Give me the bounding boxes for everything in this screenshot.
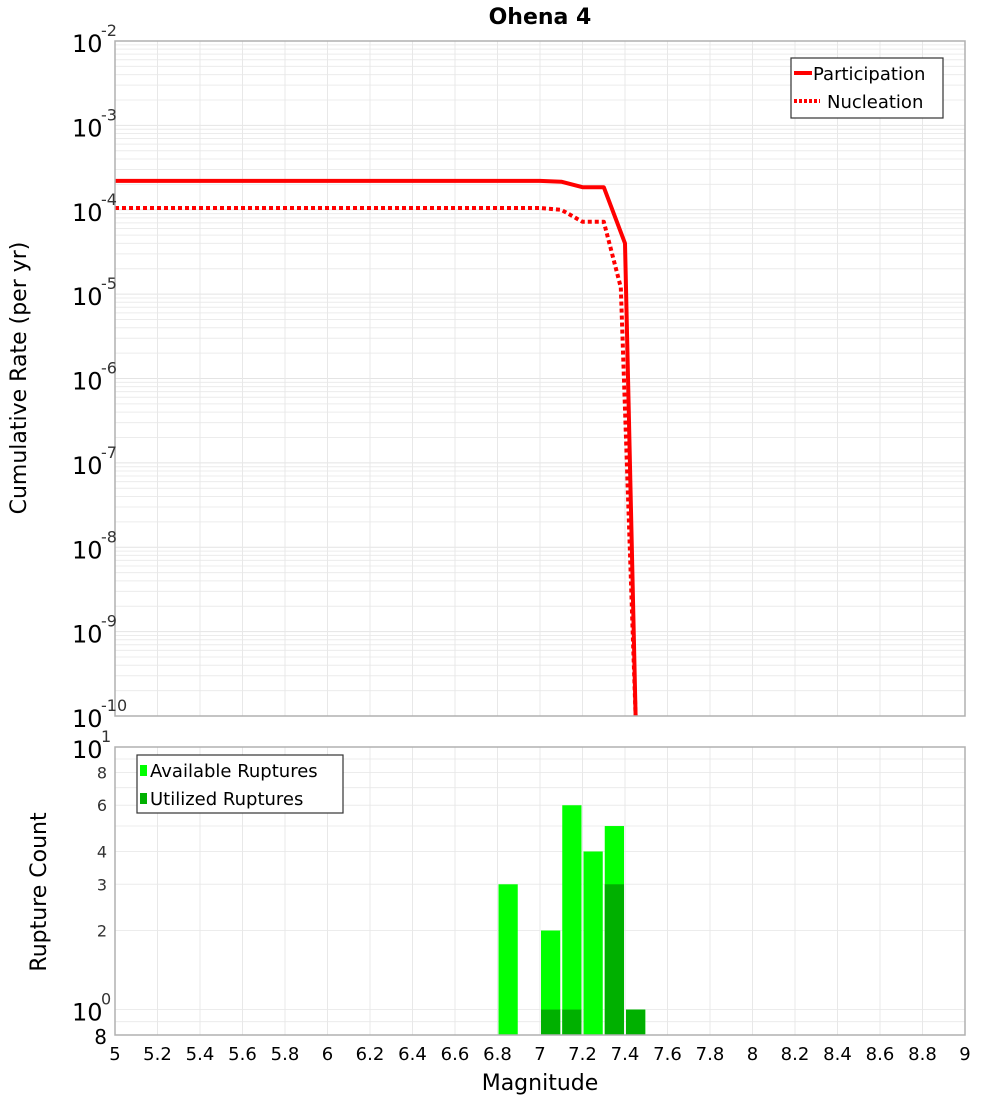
svg-text:7.2: 7.2: [568, 1044, 597, 1065]
svg-text:6.2: 6.2: [356, 1044, 385, 1065]
svg-text:8: 8: [747, 1044, 758, 1065]
svg-text:10: 10: [72, 199, 103, 227]
svg-text:6.4: 6.4: [398, 1044, 427, 1065]
svg-text:-6: -6: [101, 359, 117, 378]
available-bar: [562, 805, 581, 1035]
svg-text:6.6: 6.6: [441, 1044, 470, 1065]
svg-text:-2: -2: [101, 21, 117, 40]
rate-plot-grid: [115, 41, 965, 716]
svg-text:7.8: 7.8: [696, 1044, 725, 1065]
available-bar: [584, 851, 603, 1035]
legend-available: Available Ruptures: [150, 761, 318, 782]
svg-text:1: 1: [101, 727, 111, 746]
svg-text:0: 0: [101, 990, 111, 1009]
svg-text:8.8: 8.8: [908, 1044, 937, 1065]
svg-text:8: 8: [94, 1025, 107, 1049]
svg-text:10: 10: [72, 368, 103, 396]
legend-nucleation: Nucleation: [827, 92, 923, 113]
rate-plot: 10-210-310-410-510-610-710-810-910-10 Cu…: [7, 21, 965, 733]
svg-text:10: 10: [72, 30, 103, 58]
utilized-legend-swatch-icon: [140, 793, 147, 804]
rupture-plot-legend: Available Ruptures Utilized Ruptures: [137, 755, 343, 813]
chart-title: Ohena 4: [489, 5, 592, 30]
svg-text:5: 5: [109, 1044, 120, 1065]
svg-text:6.8: 6.8: [483, 1044, 512, 1065]
svg-text:-4: -4: [101, 190, 117, 209]
svg-text:2: 2: [97, 922, 107, 941]
svg-text:7.6: 7.6: [653, 1044, 682, 1065]
svg-text:-7: -7: [101, 443, 117, 462]
svg-text:-8: -8: [101, 527, 117, 546]
svg-text:5.2: 5.2: [143, 1044, 172, 1065]
rupture-plot-y-ticks: 101100864328: [72, 727, 111, 1049]
svg-text:8.4: 8.4: [823, 1044, 852, 1065]
x-axis-ticks: 5 5.2 5.4 5.6 5.8 6 6.2 6.4 6.6 6.8 7 7.2 7.4 7.6 7.8 8…: [109, 1044, 970, 1065]
svg-text:10: 10: [72, 999, 103, 1027]
x-axis-label: Magnitude: [482, 1071, 599, 1096]
svg-text:8.2: 8.2: [781, 1044, 810, 1065]
svg-text:8: 8: [97, 763, 107, 782]
svg-text:10: 10: [72, 452, 103, 480]
svg-text:6: 6: [97, 796, 107, 815]
svg-text:-9: -9: [101, 612, 117, 631]
svg-text:-5: -5: [101, 274, 117, 293]
utilized-bar: [541, 1010, 560, 1035]
svg-text:10: 10: [72, 283, 103, 311]
svg-text:9: 9: [959, 1044, 970, 1065]
svg-text:7: 7: [534, 1044, 545, 1065]
svg-text:4: 4: [97, 842, 107, 861]
svg-text:10: 10: [72, 705, 103, 733]
svg-text:-10: -10: [101, 696, 127, 715]
svg-text:8.6: 8.6: [866, 1044, 895, 1065]
chart-figure: Ohena 4 10-210-310-410-510-610-710-810-9…: [0, 0, 1000, 1100]
svg-text:5.8: 5.8: [271, 1044, 300, 1065]
svg-text:10: 10: [72, 736, 103, 764]
svg-text:5.6: 5.6: [228, 1044, 257, 1065]
rate-plot-legend: Participation Nucleation: [791, 58, 943, 118]
rate-plot-y-label: Cumulative Rate (per yr): [7, 242, 32, 515]
available-legend-swatch-icon: [140, 765, 147, 776]
svg-text:10: 10: [72, 621, 103, 649]
svg-text:10: 10: [72, 114, 103, 142]
utilized-bar: [605, 884, 624, 1035]
svg-text:10: 10: [72, 536, 103, 564]
rupture-plot-y-label: Rupture Count: [27, 812, 52, 972]
legend-participation: Participation: [813, 64, 925, 85]
svg-text:5.4: 5.4: [186, 1044, 215, 1065]
rupture-count-plot: 101100864328 55.25.45.65.866.26.46.66.87…: [27, 727, 971, 1096]
utilized-bar: [626, 1010, 645, 1035]
utilized-bar: [562, 1010, 581, 1035]
svg-text:3: 3: [97, 875, 107, 894]
svg-text:7.4: 7.4: [611, 1044, 640, 1065]
available-bar: [499, 884, 518, 1035]
svg-text:-3: -3: [101, 105, 117, 124]
legend-utilized: Utilized Ruptures: [150, 789, 303, 810]
svg-text:6: 6: [322, 1044, 333, 1065]
